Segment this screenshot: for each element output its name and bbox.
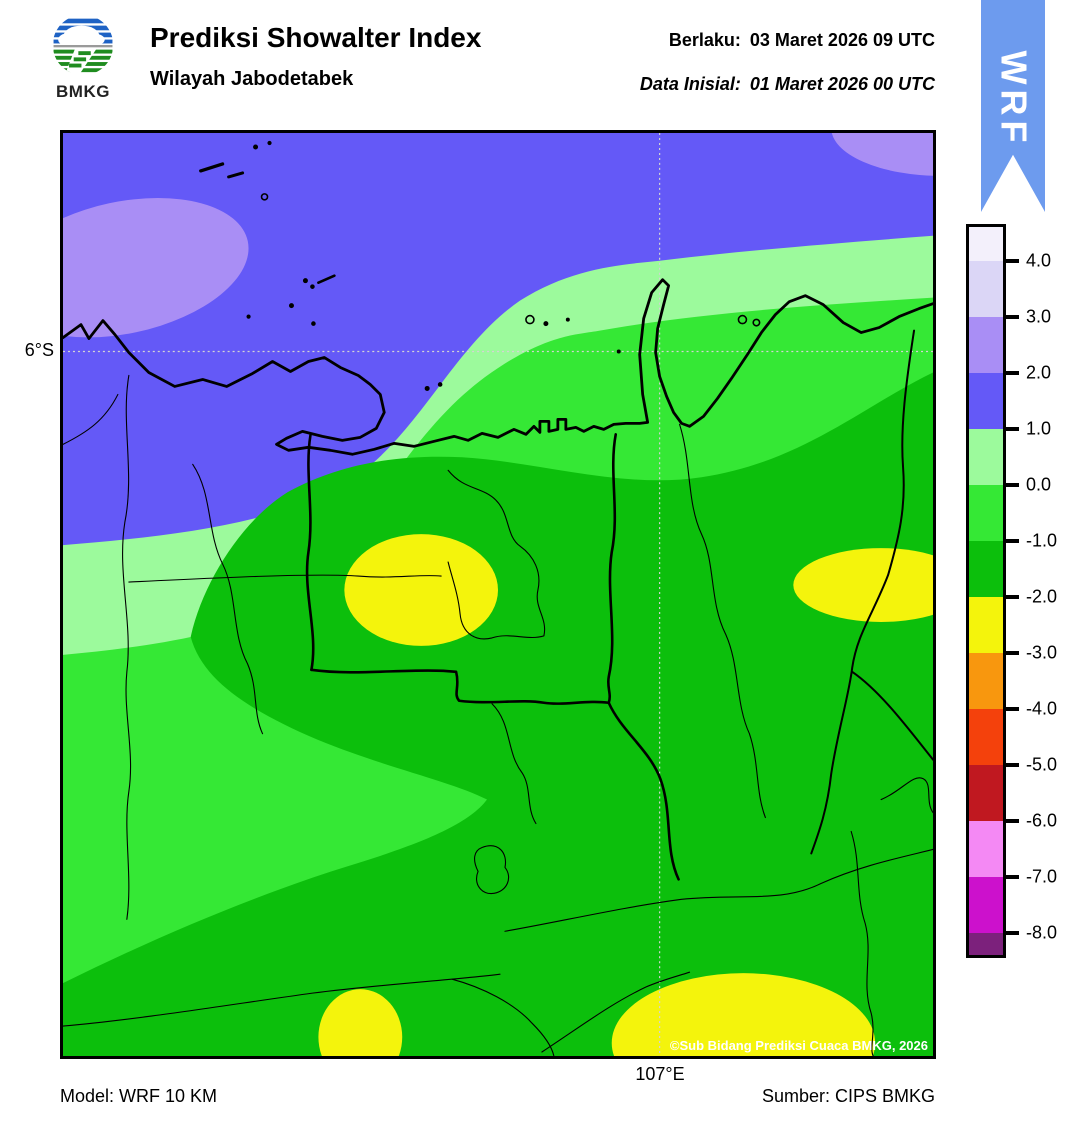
colorbar-tick-label: 2.0 xyxy=(1026,362,1052,383)
bmkg-logo-icon xyxy=(52,14,114,76)
colorbar-segment xyxy=(969,429,1003,485)
colorbar-tick xyxy=(1006,763,1019,767)
initial-time: Data Inisial: 01 Maret 2026 00 UTC xyxy=(640,74,935,95)
colorbar-tick xyxy=(1006,595,1019,599)
yellow-cell-south-large xyxy=(611,973,876,1056)
colorbar-tick-label: 1.0 xyxy=(1026,418,1052,439)
colorbar-tick xyxy=(1006,315,1019,319)
colorbar-segment xyxy=(969,877,1003,933)
colorbar-segment xyxy=(969,485,1003,541)
colorbar-tick xyxy=(1006,427,1019,431)
forecast-map: ©Sub Bidang Prediksi Cuaca BMKG, 2026 xyxy=(60,130,936,1059)
initial-time-label: Data Inisial: xyxy=(639,74,741,94)
islands xyxy=(199,140,761,391)
province-boundaries xyxy=(305,329,933,881)
bmkg-logo: BMKG xyxy=(50,14,116,102)
regency-boundaries xyxy=(63,374,933,1056)
colorbar-tick-label: 3.0 xyxy=(1026,306,1052,327)
footer-model-info: Model: WRF 10 KM xyxy=(60,1086,218,1106)
contour-purple-region-topright xyxy=(831,133,933,176)
colorbar-tick xyxy=(1006,819,1019,823)
colorbar-tick xyxy=(1006,539,1019,543)
colorbar-segment xyxy=(969,933,1003,955)
colorbar-tick-label: -6.0 xyxy=(1026,810,1058,831)
page-title: Prediksi Showalter Index xyxy=(150,22,482,53)
colorbar-tick-label: -5.0 xyxy=(1026,754,1058,775)
colorbar-tick-label: -7.0 xyxy=(1026,866,1058,887)
colorbar-segment xyxy=(969,653,1003,709)
colorbar-tick xyxy=(1006,707,1019,711)
colorbar-tick-label: -1.0 xyxy=(1026,530,1058,551)
colorbar-tick xyxy=(1006,931,1019,935)
colorbar-tick-label: -2.0 xyxy=(1026,586,1058,607)
yellow-cell-east xyxy=(793,548,933,622)
colorbar-tick xyxy=(1006,651,1019,655)
lat-axis-label: 6°S xyxy=(24,340,54,360)
colorbar-segment xyxy=(969,709,1003,765)
colorbar-tick xyxy=(1006,875,1019,879)
colorbar-segment xyxy=(969,373,1003,429)
footer-source-info: Sumber: CIPS BMKG xyxy=(761,1086,935,1106)
yellow-cell-center xyxy=(344,534,498,646)
yellow-cell-south-small xyxy=(318,989,403,1056)
colorbar-tick-label: -4.0 xyxy=(1026,698,1058,719)
contour-purple-region-topleft xyxy=(63,198,249,338)
colorbar-segment xyxy=(969,261,1003,317)
colorbar-segment xyxy=(969,597,1003,653)
initial-time-value: 01 Maret 2026 00 UTC xyxy=(749,74,935,94)
colorbar-tick-label: 4.0 xyxy=(1026,250,1052,271)
colorbar-segment xyxy=(969,765,1003,821)
valid-time: Berlaku: 03 Maret 2026 09 UTC xyxy=(669,30,935,51)
bmkg-logo-label: BMKG xyxy=(56,82,110,101)
colorbar-tick xyxy=(1006,483,1019,487)
colorbar-tick xyxy=(1006,371,1019,375)
colorbar-segment xyxy=(969,227,1003,261)
contour-darkgreen-region xyxy=(63,372,933,1056)
colorbar-segment xyxy=(969,541,1003,597)
valid-time-value: 03 Maret 2026 09 UTC xyxy=(749,30,935,50)
colorbar-tick-label: -8.0 xyxy=(1026,922,1058,943)
wrf-ribbon-label: WRF xyxy=(993,50,1034,148)
colorbar-tick-label: 0.0 xyxy=(1026,474,1052,495)
colorbar xyxy=(966,224,1006,958)
wrf-ribbon: WRF xyxy=(981,0,1045,212)
colorbar-tick-label: -3.0 xyxy=(1026,642,1058,663)
page-subtitle: Wilayah Jabodetabek xyxy=(150,68,354,90)
map-copyright: ©Sub Bidang Prediksi Cuaca BMKG, 2026 xyxy=(669,1038,928,1053)
colorbar-tick xyxy=(1006,259,1019,263)
valid-time-label: Berlaku: xyxy=(668,30,741,50)
colorbar-segment xyxy=(969,317,1003,373)
contour-map-canvas xyxy=(63,133,933,1056)
colorbar-segment xyxy=(969,821,1003,877)
coastline xyxy=(63,278,933,456)
contour-yellow-cells xyxy=(318,534,933,1056)
lon-axis-label: 107°E xyxy=(635,1064,685,1084)
